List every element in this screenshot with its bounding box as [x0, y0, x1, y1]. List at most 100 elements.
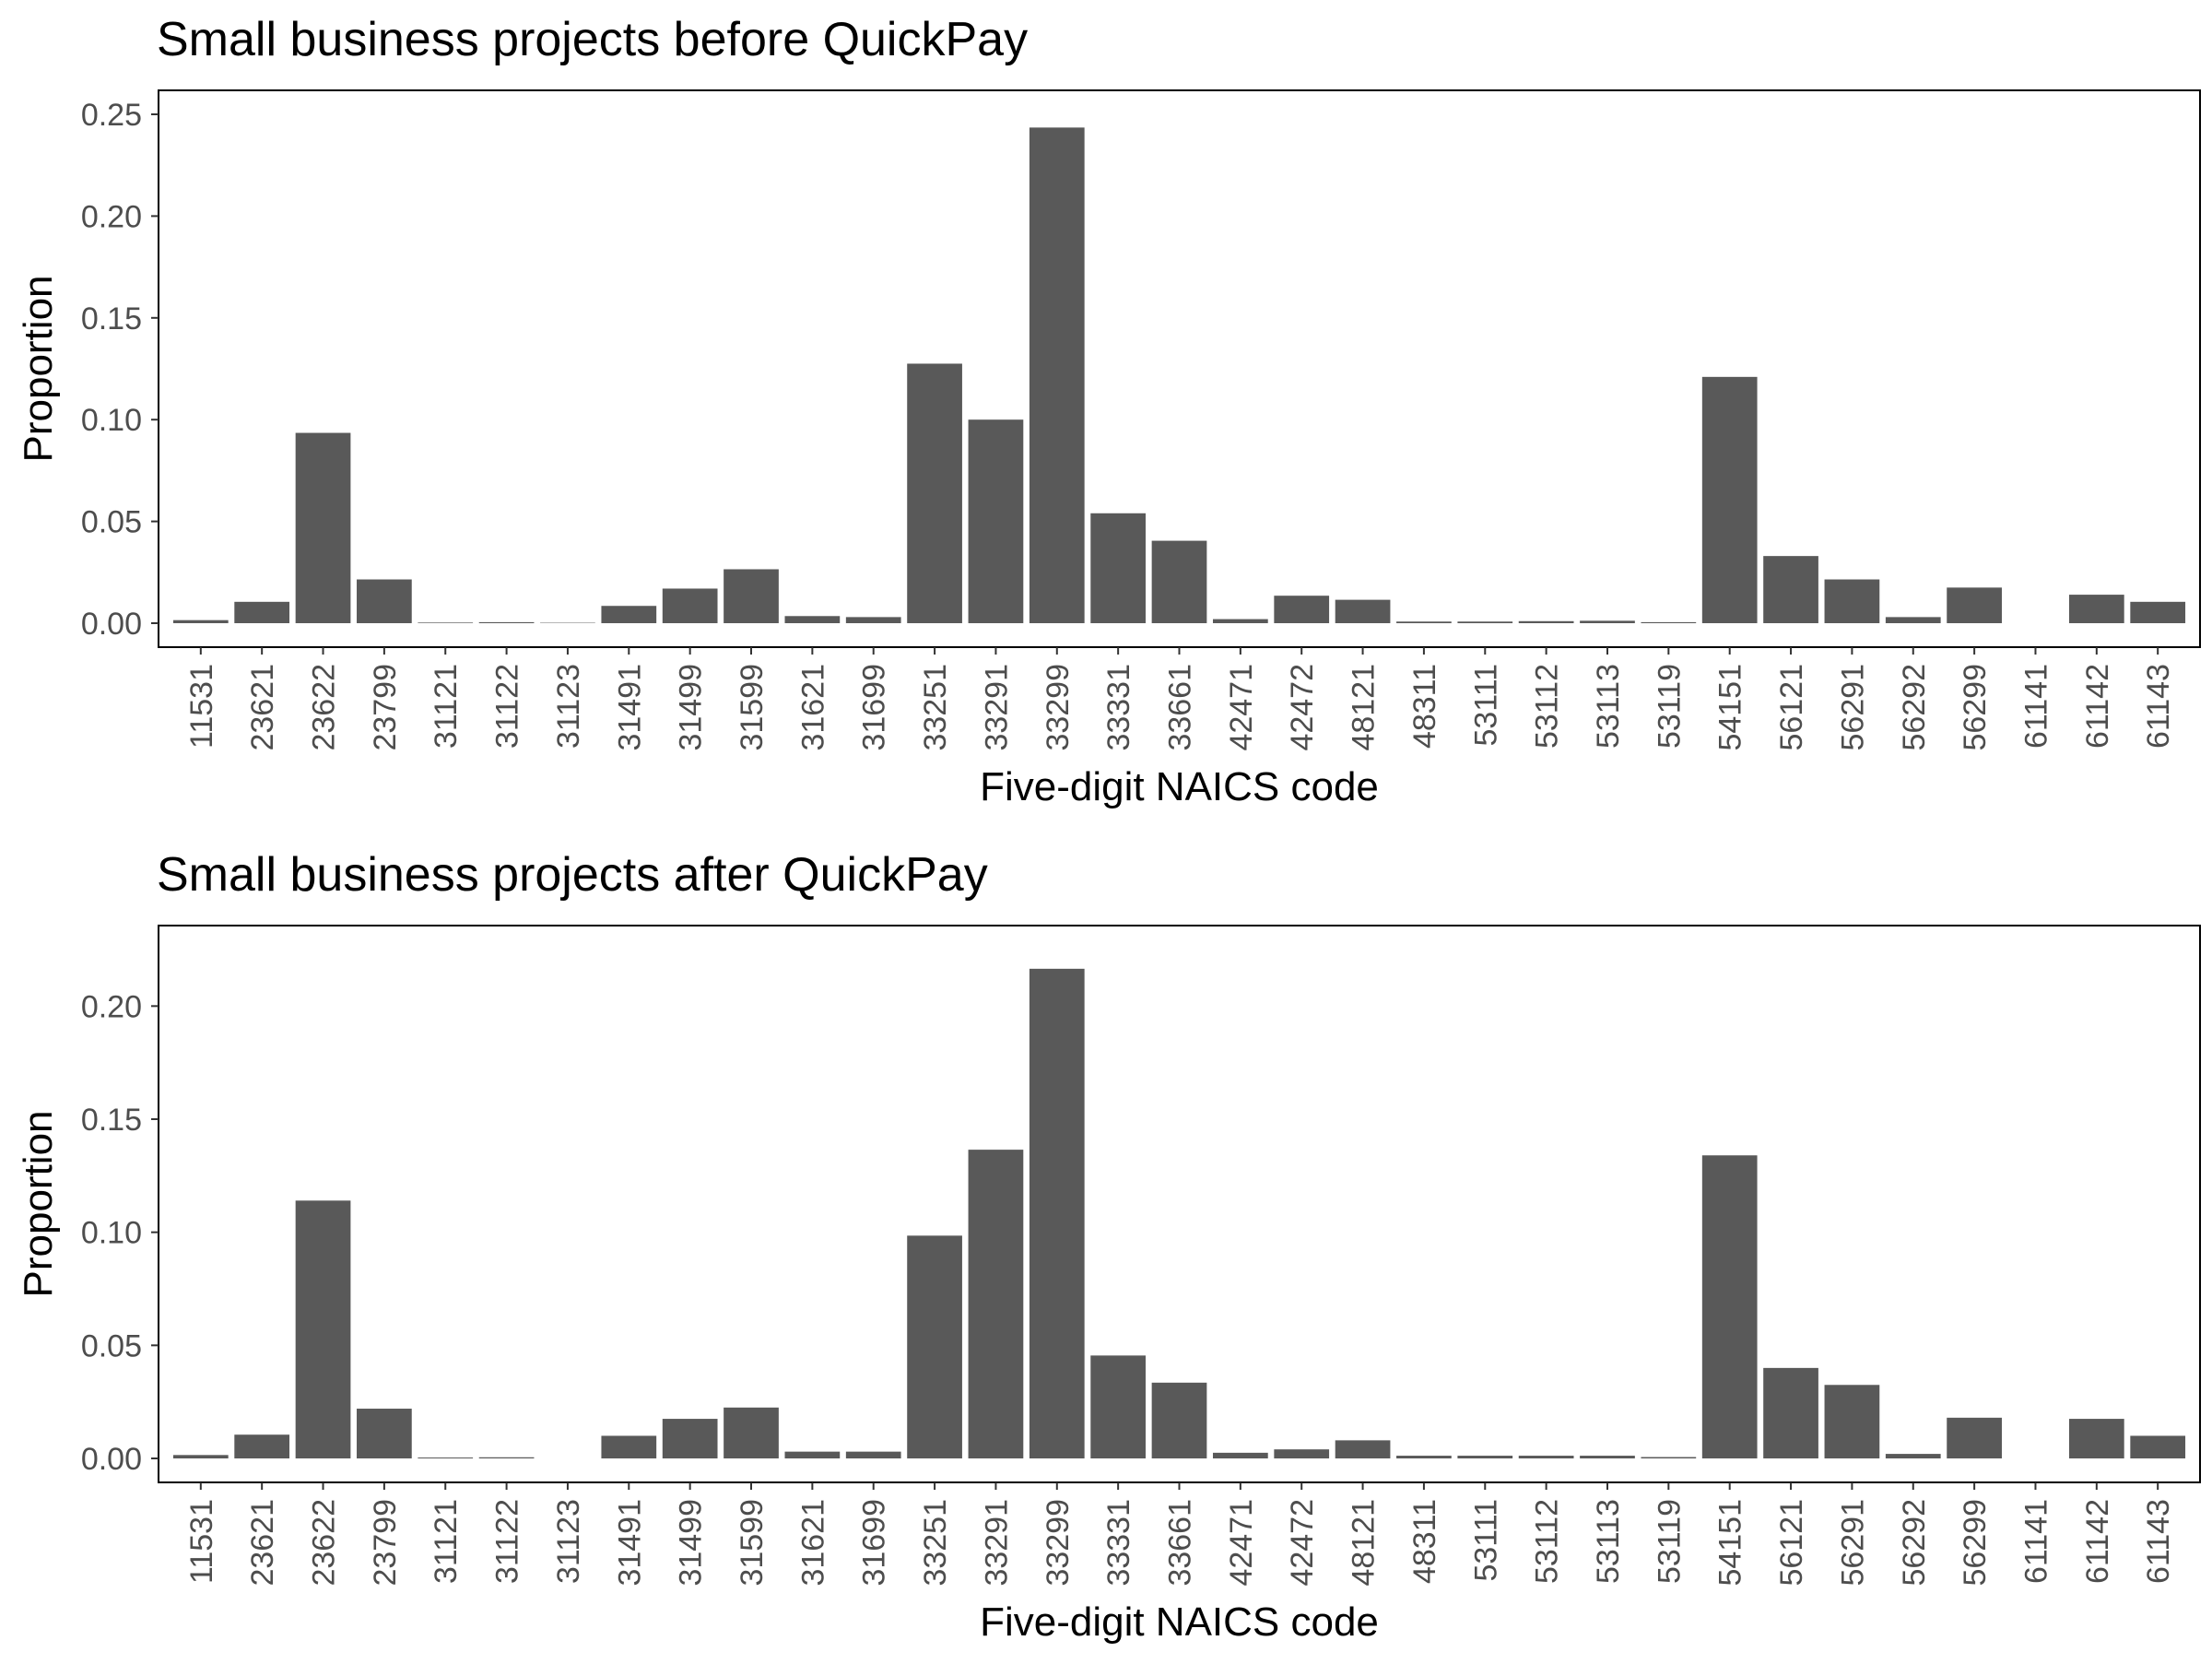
x-tick-label: 31499	[674, 1499, 709, 1587]
x-tick-label: 31599	[735, 1499, 770, 1587]
x-tick-label: 56292	[1897, 1499, 1932, 1587]
bar-23621	[234, 1434, 289, 1458]
bar-31499	[663, 588, 718, 623]
x-tick-label: 61141	[2018, 664, 2053, 749]
x-tick-label: 61142	[2080, 664, 2115, 749]
x-tick-label: 31599	[735, 664, 770, 751]
x-tick-label: 23621	[245, 1499, 280, 1587]
chart-title: Small business projects before QuickPay	[157, 13, 1028, 66]
y-tick-label: 0.05	[81, 1328, 142, 1363]
bar-56291	[1825, 1385, 1880, 1458]
x-tick-label: 48121	[1347, 1499, 1382, 1587]
x-tick-label: 23622	[307, 664, 342, 751]
x-tick-label: 31121	[429, 664, 464, 749]
bar-33299	[1030, 127, 1085, 623]
chart-panel-1: Small business projects before QuickPay 0…	[16, 13, 2200, 809]
y-tick-label: 0.20	[81, 989, 142, 1024]
x-tick-label: 11531	[184, 664, 219, 749]
x-tick-label: 33299	[1041, 664, 1076, 751]
bar-56121	[1763, 1368, 1818, 1458]
bar-31699	[846, 617, 901, 623]
bar-23799	[357, 1409, 412, 1458]
x-tick-label: 31123	[551, 664, 586, 749]
x-tick-label: 42472	[1285, 1499, 1320, 1587]
bar-31121	[418, 622, 473, 623]
bar-56299	[1947, 587, 2002, 623]
x-tick-label: 48311	[1407, 664, 1442, 749]
x-tick-label: 53113	[1591, 1499, 1626, 1584]
x-tick-label: 33299	[1041, 1499, 1076, 1587]
x-tick-label: 31621	[795, 1499, 830, 1587]
bar-61142	[2069, 1419, 2124, 1458]
x-tick-label: 61142	[2080, 1499, 2115, 1584]
bar-53119	[1641, 1457, 1696, 1458]
bar-23799	[357, 580, 412, 623]
bar-56292	[1886, 617, 1941, 623]
x-tick-label: 53111	[1468, 664, 1503, 747]
bar-42472	[1274, 596, 1329, 623]
x-tick-label: 56291	[1835, 664, 1870, 751]
x-tick-label: 31121	[429, 1499, 464, 1584]
x-tick-label: 23622	[307, 1499, 342, 1587]
bar-31491	[601, 606, 656, 623]
y-tick-label: 0.10	[81, 1216, 142, 1251]
bar-33291	[969, 1150, 1024, 1458]
y-axis-title: Proportion	[16, 275, 61, 462]
x-tick-label: 23799	[368, 664, 403, 751]
bar-53112	[1519, 1456, 1574, 1458]
x-tick-label: 31699	[857, 1499, 892, 1587]
x-tick-label: 31499	[674, 664, 709, 751]
bar-53119	[1641, 622, 1696, 623]
bar-31621	[785, 1452, 841, 1458]
y-tick-label: 0.00	[81, 1442, 142, 1477]
x-tick-label: 42471	[1224, 1499, 1259, 1587]
bar-42472	[1274, 1449, 1329, 1458]
x-tick-label: 61141	[2018, 1499, 2053, 1584]
y-tick-label: 0.00	[81, 607, 142, 642]
y-tick-label: 0.25	[81, 98, 142, 133]
bar-56299	[1947, 1418, 2002, 1458]
bar-56291	[1825, 580, 1880, 623]
bar-31699	[846, 1452, 901, 1458]
bar-61142	[2069, 595, 2124, 623]
x-tick-label: 33331	[1101, 664, 1136, 751]
x-axis-title: Five-digit NAICS code	[980, 764, 1379, 809]
bar-56121	[1763, 556, 1818, 623]
x-tick-label: 54151	[1713, 664, 1748, 751]
bar-31122	[479, 622, 535, 623]
x-tick-label: 11531	[184, 1499, 219, 1584]
x-tick-label: 56291	[1835, 1499, 1870, 1587]
bar-33291	[969, 419, 1024, 623]
x-tick-label: 48311	[1407, 1499, 1442, 1584]
bar-53111	[1457, 621, 1512, 623]
x-tick-label: 42472	[1285, 664, 1320, 751]
x-tick-label: 23621	[245, 664, 280, 751]
bar-33331	[1090, 513, 1146, 623]
chart-panel-2: Small business projects after QuickPay 0.…	[16, 848, 2200, 1645]
x-tick-label: 33661	[1163, 1499, 1198, 1587]
y-tick-label: 0.20	[81, 199, 142, 234]
x-tick-label: 31491	[612, 1499, 647, 1587]
bar-33331	[1090, 1355, 1146, 1458]
bar-33661	[1152, 541, 1207, 623]
bar-23622	[296, 1200, 351, 1458]
bar-53113	[1580, 620, 1635, 623]
x-tick-label: 53113	[1591, 664, 1626, 749]
x-tick-label: 61143	[2141, 1499, 2176, 1584]
bar-33299	[1030, 969, 1085, 1458]
bar-33251	[907, 1235, 962, 1458]
bar-42471	[1213, 1453, 1268, 1458]
x-axis-title: Five-digit NAICS code	[980, 1599, 1379, 1645]
x-tick-label: 33661	[1163, 664, 1198, 751]
chart-title: Small business projects after QuickPay	[157, 848, 988, 902]
bar-33661	[1152, 1383, 1207, 1458]
bar-61143	[2130, 602, 2185, 623]
x-tick-label: 31123	[551, 1499, 586, 1584]
x-tick-label: 56299	[1958, 664, 1993, 751]
bar-48311	[1396, 1456, 1452, 1458]
bar-33251	[907, 363, 962, 623]
bar-53111	[1457, 1456, 1512, 1458]
y-tick-label: 0.05	[81, 505, 142, 540]
bar-23621	[234, 602, 289, 623]
